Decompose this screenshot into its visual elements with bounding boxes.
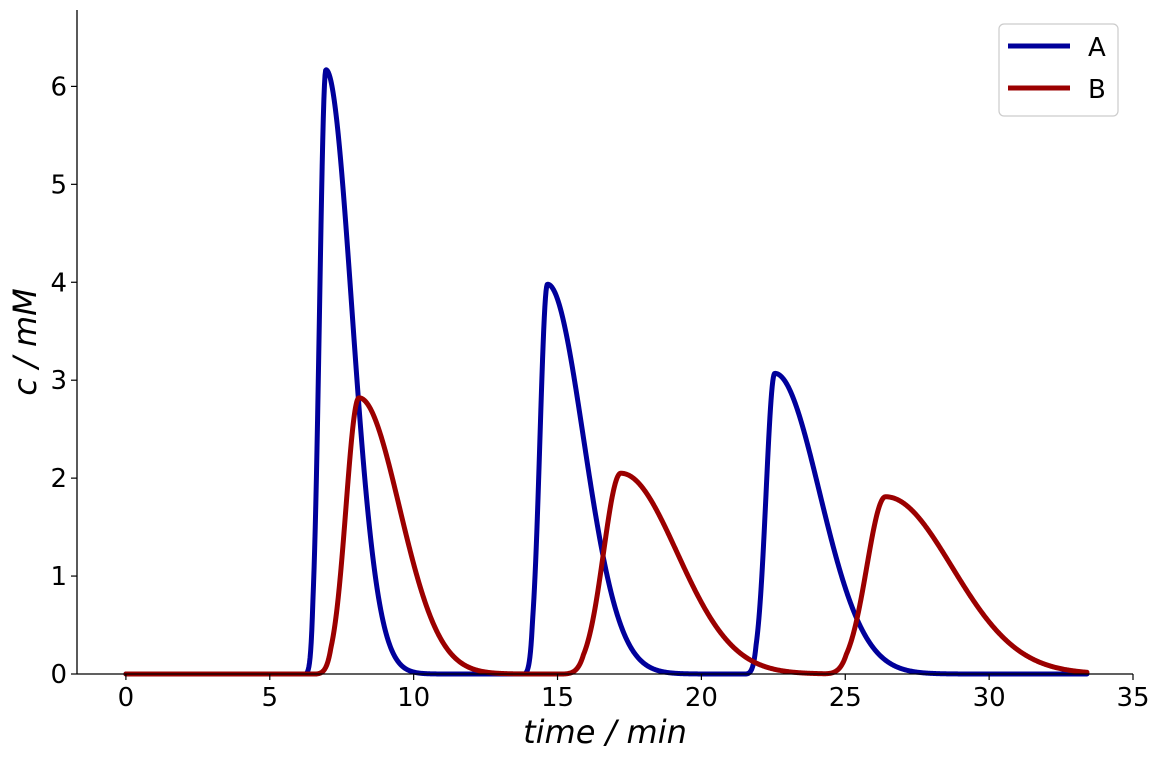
- x-axis-label: time / min: [523, 713, 687, 751]
- axes: [76, 10, 1133, 675]
- y-tick-label: 2: [50, 464, 67, 494]
- y-tick-label: 4: [50, 268, 67, 298]
- x-tick-label: 15: [541, 683, 574, 713]
- x-tick-label: 25: [829, 683, 862, 713]
- x-tick-label: 20: [685, 683, 718, 713]
- x-tick-label: 0: [118, 683, 135, 713]
- plot-area: [123, 67, 1090, 677]
- x-ticks: 0 5 10 15 20 25 30 35: [118, 674, 1150, 713]
- y-tick-label: 6: [50, 72, 67, 102]
- legend: AB: [998, 23, 1119, 117]
- x-tick-label: 35: [1116, 683, 1149, 713]
- legend-label-A: A: [1088, 33, 1106, 63]
- y-tick-label: 3: [50, 366, 67, 396]
- y-tick-label: 5: [50, 170, 67, 200]
- x-tick-label: 10: [397, 683, 430, 713]
- series-line-A: [123, 67, 1090, 677]
- x-tick-label: 5: [262, 683, 279, 713]
- y-tick-label: 1: [50, 562, 67, 592]
- y-axis-label: c / mM: [6, 288, 44, 396]
- y-tick-label: 0: [50, 660, 67, 690]
- legend-label-B: B: [1088, 75, 1106, 105]
- series-line-B: [123, 395, 1090, 677]
- y-ticks: 0 1 2 3 4 5 6: [50, 72, 77, 690]
- x-tick-label: 30: [973, 683, 1006, 713]
